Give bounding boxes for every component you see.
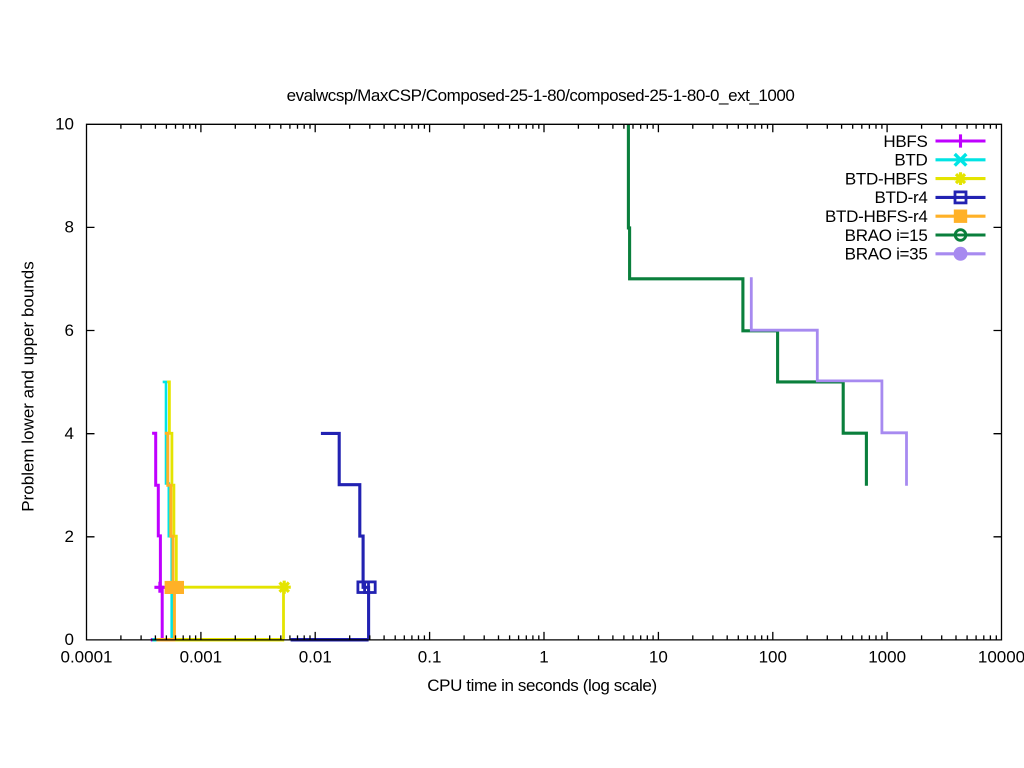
svg-text:8: 8 — [65, 218, 74, 237]
svg-text:BRAO i=35: BRAO i=35 — [845, 245, 928, 264]
svg-text:0.1: 0.1 — [418, 647, 442, 666]
svg-text:BTD-r4: BTD-r4 — [875, 188, 928, 207]
svg-text:2: 2 — [65, 527, 74, 546]
svg-text:1: 1 — [539, 647, 548, 666]
svg-text:6: 6 — [65, 321, 74, 340]
svg-text:0.001: 0.001 — [180, 647, 223, 666]
svg-text:0.01: 0.01 — [299, 647, 332, 666]
svg-text:10: 10 — [649, 647, 668, 666]
svg-text:BTD-HBFS-r4: BTD-HBFS-r4 — [825, 207, 927, 226]
svg-text:HBFS: HBFS — [883, 132, 927, 151]
svg-text:0.0001: 0.0001 — [61, 647, 113, 666]
svg-text:Problem lower and upper bounds: Problem lower and upper bounds — [19, 261, 38, 511]
svg-text:100: 100 — [759, 647, 787, 666]
svg-text:BTD-HBFS: BTD-HBFS — [845, 169, 928, 188]
svg-text:CPU time in seconds (log scale: CPU time in seconds (log scale) — [427, 676, 656, 695]
svg-text:BTD: BTD — [894, 151, 927, 170]
svg-text:1000: 1000 — [868, 647, 906, 666]
svg-text:evalwcsp/MaxCSP/Composed-25-1-: evalwcsp/MaxCSP/Composed-25-1-80/compose… — [287, 86, 795, 105]
svg-text:4: 4 — [65, 424, 74, 443]
svg-text:10: 10 — [55, 115, 74, 134]
svg-text:0: 0 — [65, 630, 74, 649]
svg-text:10000: 10000 — [978, 647, 1024, 666]
svg-text:BRAO i=15: BRAO i=15 — [845, 226, 928, 245]
